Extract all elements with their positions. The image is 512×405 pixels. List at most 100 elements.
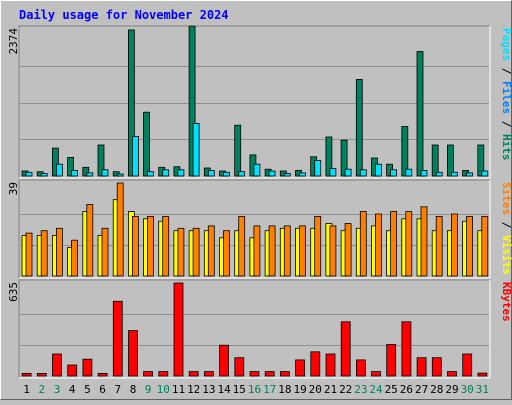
bar-sites-day-5 <box>86 204 94 277</box>
bar-pages-day-1 <box>25 171 33 177</box>
bar-pages-day-5 <box>86 172 94 177</box>
day-axis: 1 2 3 4 5 6 7 8 9 10 11 12 13 14 15 16 17 18 19 20 21 22 23 24 2… <box>23 383 489 396</box>
bar-pages-day-22 <box>344 168 352 177</box>
bar-sites-day-13 <box>207 225 215 277</box>
day-label-17: 17 <box>263 383 276 396</box>
bar-kbytes-day-16 <box>249 371 260 377</box>
legend-item: Visits <box>500 235 512 275</box>
bar-pages-day-31 <box>481 170 489 177</box>
legend-item: Files <box>500 81 512 114</box>
legend-kbytes: KBytes <box>500 282 512 322</box>
bar-sites-day-19 <box>299 225 306 277</box>
panel-hits-files-pages: 2374 Pages / Files / Hits <box>7 25 512 179</box>
day-label-25: 25 <box>385 383 398 396</box>
panel-bg <box>19 280 490 378</box>
bar-hits-day-31 <box>477 144 485 177</box>
bar-kbytes-day-10 <box>158 371 169 377</box>
day-label-21: 21 <box>324 383 337 396</box>
bar-kbytes-day-24 <box>371 371 381 377</box>
bar-kbytes-day-13 <box>203 371 214 377</box>
bar-sites-day-29 <box>450 213 458 277</box>
bar-sites-day-12 <box>192 227 200 277</box>
bar-kbytes-day-15 <box>234 357 245 377</box>
bar-sites-day-24 <box>375 213 382 277</box>
bar-kbytes-day-22 <box>340 321 351 377</box>
bar-sites-day-4 <box>71 239 78 277</box>
day-label-20: 20 <box>309 383 322 396</box>
panels: 2374 Pages / Files / Hits 39 Sites / Visits… <box>7 25 512 379</box>
bar-hits-day-22 <box>340 139 348 177</box>
panel-kbytes: 635 KBytes <box>7 279 512 379</box>
bar-pages-day-23 <box>359 169 367 177</box>
bar-hits-day-4 <box>67 156 74 177</box>
bar-pages-day-9 <box>147 171 154 177</box>
day-label-23: 23 <box>354 383 367 396</box>
bar-pages-day-15 <box>238 171 246 177</box>
bar-sites-day-7 <box>116 182 124 277</box>
day-label-22: 22 <box>339 383 352 396</box>
bar-pages-day-12 <box>192 123 200 177</box>
day-label-6: 6 <box>99 383 106 396</box>
panel-border-light <box>19 26 491 179</box>
bar-kbytes-day-3 <box>52 353 62 377</box>
bar-pages-day-2 <box>40 173 48 177</box>
bar-hits-day-28 <box>431 144 439 177</box>
bar-pages-day-7 <box>116 173 124 177</box>
bar-pages-day-21 <box>329 168 337 177</box>
bar-hits-day-5 <box>82 166 90 177</box>
bar-sites-day-25 <box>390 211 398 277</box>
bar-kbytes-day-12 <box>188 371 199 377</box>
day-label-9: 9 <box>145 383 152 396</box>
panel-bg <box>19 26 490 178</box>
max-label-visits-sites: 39 <box>7 182 20 195</box>
bar-hits-day-23 <box>355 79 363 177</box>
bar-kbytes-day-20 <box>310 351 321 377</box>
bar-pages-day-17 <box>268 170 276 177</box>
day-label-19: 19 <box>293 383 306 396</box>
legend-item: KBytes <box>500 282 512 322</box>
legend-hits-files-pages: Pages / Files / Hits <box>500 28 512 161</box>
day-label-24: 24 <box>369 383 383 396</box>
max-label-hits-files-pages: 2374 <box>7 28 20 55</box>
bar-sites-day-31 <box>481 215 489 277</box>
bar-sites-day-22 <box>344 223 352 277</box>
legend-visits-sites: Sites / Visits <box>500 182 512 275</box>
day-label-12: 12 <box>187 383 200 396</box>
panel-visits-sites: 39 Sites / Visits <box>7 179 512 279</box>
bar-sites-day-14 <box>223 230 230 277</box>
bar-kbytes-day-9 <box>143 371 154 377</box>
panel-border-dark <box>18 179 490 278</box>
day-label-13: 13 <box>202 383 215 396</box>
bar-kbytes-day-17 <box>264 371 275 377</box>
bar-kbytes-day-7 <box>112 300 123 377</box>
bar-kbytes-day-30 <box>462 353 473 377</box>
legend-item: / <box>500 114 512 134</box>
bar-kbytes-day-23 <box>355 359 366 377</box>
bar-sites-day-23 <box>359 211 367 277</box>
day-label-30: 30 <box>461 383 474 396</box>
bar-sites-day-30 <box>466 215 474 277</box>
bar-hits-day-3 <box>52 147 59 177</box>
bar-pages-day-27 <box>420 169 428 177</box>
bar-sites-day-16 <box>253 225 261 277</box>
bar-sites-day-9 <box>147 215 154 277</box>
bar-sites-day-27 <box>420 206 428 277</box>
chart-title: Daily usage for November 2024 <box>19 8 229 22</box>
day-label-27: 27 <box>415 383 428 396</box>
bar-sites-day-20 <box>314 215 322 277</box>
bar-sites-day-26 <box>405 211 413 277</box>
bar-pages-day-10 <box>162 169 170 177</box>
bar-pages-day-18 <box>283 173 291 177</box>
bar-pages-day-11 <box>177 169 185 177</box>
bar-sites-day-1 <box>25 232 33 277</box>
day-label-5: 5 <box>84 383 91 396</box>
bar-sites-day-17 <box>268 225 276 277</box>
panel-border-light <box>19 180 491 279</box>
legend-item: Pages <box>500 28 512 61</box>
day-label-15: 15 <box>233 383 246 396</box>
bar-kbytes-day-1 <box>21 372 32 377</box>
day-label-31: 31 <box>476 383 489 396</box>
day-label-16: 16 <box>248 383 261 396</box>
bar-kbytes-day-18 <box>279 371 290 377</box>
